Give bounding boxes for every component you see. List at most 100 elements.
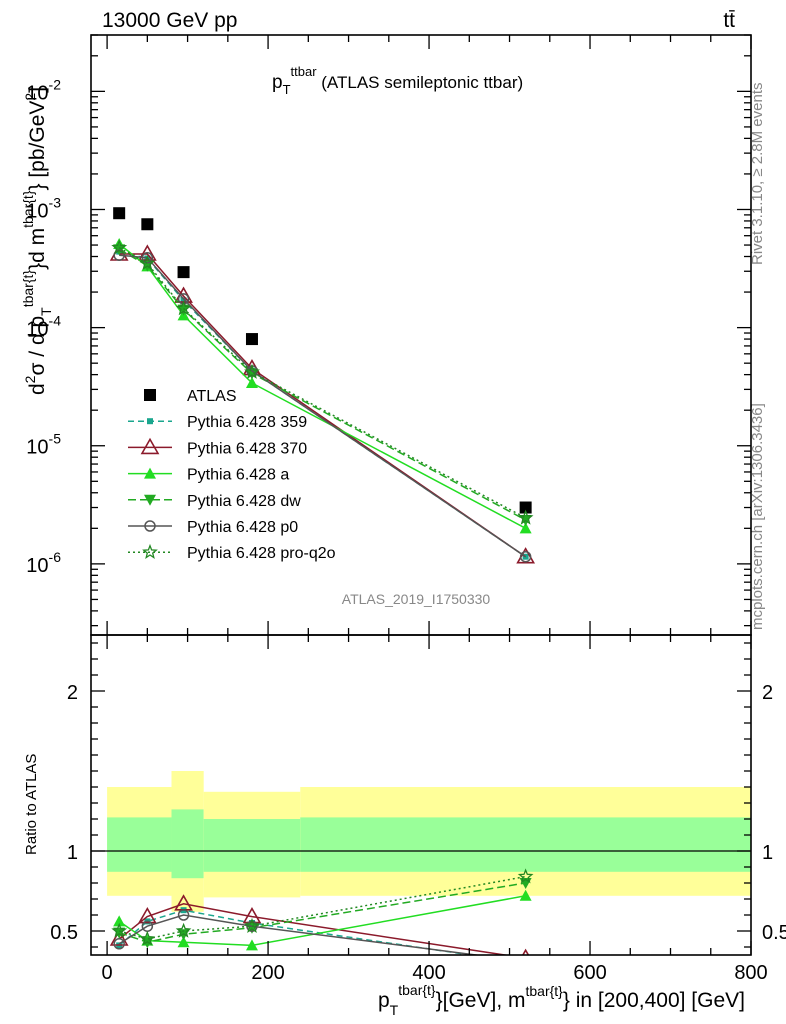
ratio-point-series-3-0 [113, 915, 126, 927]
legend-label-0: ATLAS [187, 388, 237, 405]
main-axes: 10-6 10-5 10-4 10-3 10-2 [26, 34, 752, 635]
ratio-y-tick-label-right-2: 2 [762, 682, 773, 704]
ratio-point-series-6-2 [175, 922, 192, 938]
legend-label-3: Pythia 6.428 a [187, 467, 289, 484]
legend-label-1: Pythia 6.428 359 [187, 414, 307, 431]
main-point-series-0-0 [113, 207, 126, 220]
main-point-series-2-4 [516, 547, 536, 564]
legend-item-1: Pythia 6.428 359 [128, 414, 307, 431]
legend-marker-0 [144, 389, 156, 401]
ratio-point-series-3-4 [519, 889, 532, 901]
legend-marker-4 [144, 494, 156, 506]
main-point-series-6-0 [111, 239, 128, 255]
ratio-band-green-3 [300, 817, 751, 872]
ratio-y-tick-label-left-0: 0.5 [50, 922, 78, 944]
x-tick-label-2: 400 [412, 962, 445, 984]
rivet-label: Rivet 3.1.10, ≥ 2.8M events [749, 83, 766, 266]
legend-marker-2 [140, 437, 160, 455]
ratio-band-green-0 [107, 817, 172, 872]
ratio-y-tick-label-left-2: 2 [67, 682, 78, 704]
legend-marker-6 [142, 543, 158, 559]
x-tick-label-1: 200 [251, 962, 284, 984]
main-line-series-6 [118, 247, 526, 519]
ratio-point-series-5-4 [521, 956, 531, 966]
legend-item-3: Pythia 6.428 a [128, 467, 289, 484]
analysis-id: ATLAS_2019_I1750330 [342, 591, 491, 607]
plot-title: pTttbar (ATLAS semileptonic ttbar) [272, 64, 523, 97]
process-label: tt̄ [723, 9, 735, 32]
main-point-series-1-4 [522, 553, 529, 560]
ratio-axes: 0.5 0.5 1 1 2 2 0 200 400 600 800 [50, 635, 786, 984]
mcplots-label: mcplots.cern.ch [arXiv:1306.3436] [749, 403, 766, 630]
legend: ATLAS Pythia 6.428 359 Pythia 6.428 370 Pyt… [128, 388, 336, 562]
main-y-tick-label-2: 10-4 [26, 313, 61, 341]
main-y-tick-label-1: 10-5 [26, 431, 61, 459]
x-tick-label-4: 800 [734, 962, 767, 984]
energy-label: 13000 GeV pp [102, 9, 237, 32]
legend-item-2: Pythia 6.428 370 [128, 437, 307, 457]
ratio-y-tick-label-right-1: 1 [762, 842, 773, 864]
main-line-series-4 [118, 248, 526, 521]
legend-marker-5 [144, 520, 156, 532]
ratio-point-series-5-2 [177, 909, 190, 921]
legend-item-4: Pythia 6.428 dw [128, 493, 301, 510]
main-point-series-0-4 [519, 501, 532, 514]
legend-marker-1 [147, 418, 153, 425]
ratio-line-series-6 [118, 875, 526, 940]
main-y-tick-label-4: 10-2 [26, 76, 61, 104]
legend-label-6: Pythia 6.428 pro-q2o [187, 545, 336, 562]
main-point-series-5-4 [519, 550, 532, 563]
main-point-series-6-1 [139, 255, 156, 271]
legend-label-5: Pythia 6.428 p0 [187, 519, 298, 536]
x-tick-label-3: 600 [573, 962, 606, 984]
ratio-line-series-2 [118, 903, 510, 955]
ratio-series-group [109, 868, 534, 966]
legend-item-0: ATLAS [144, 388, 237, 405]
main-line-series-3 [118, 243, 526, 529]
main-point-series-6-3 [244, 363, 260, 379]
ratio-point-series-2-0 [109, 929, 129, 946]
main-line-series-2 [119, 253, 527, 558]
main-y-axis-label: d2σ / d pTtbar{t}}d mtbar{t}} [pb/GeV2] [20, 87, 54, 395]
legend-label-4: Pythia 6.428 dw [187, 493, 301, 510]
ratio-point-series-6-4 [517, 868, 534, 884]
ratio-line-series-5 [118, 914, 482, 955]
main-point-series-0-1 [141, 218, 154, 231]
ratio-point-series-1-4 [523, 960, 529, 966]
main-point-series-1-2 [180, 297, 187, 304]
ratio-band-green-1 [171, 809, 204, 879]
main-point-series-4-3 [245, 368, 258, 380]
ratio-y-tick-label-left-1: 1 [67, 842, 78, 864]
main-series-group [109, 207, 536, 564]
ratio-point-series-3-2 [177, 936, 190, 948]
main-line-series-1 [119, 250, 527, 558]
ratio-point-series-2-1 [137, 906, 157, 924]
main-point-series-3-3 [245, 376, 258, 388]
ratio-point-series-6-0 [111, 922, 128, 938]
x-tick-label-0: 0 [102, 962, 113, 984]
legend-item-5: Pythia 6.428 p0 [128, 519, 298, 536]
main-point-series-6-4 [517, 509, 534, 525]
ratio-point-series-3-3 [245, 939, 258, 951]
ratio-frame [90, 634, 752, 956]
main-point-series-4-2 [177, 304, 190, 316]
main-y-tick-label-3: 10-3 [26, 194, 61, 222]
main-point-series-6-2 [175, 300, 192, 316]
ratio-y-axis-label: Ratio to ATLAS [23, 754, 40, 855]
ratio-point-series-6-3 [244, 917, 260, 933]
main-point-series-0-2 [177, 266, 190, 279]
ratio-point-series-2-3 [242, 906, 262, 924]
ratio-point-series-5-0 [113, 938, 125, 950]
main-y-tick-label-0: 10-6 [26, 549, 61, 577]
main-point-series-2-1 [137, 244, 157, 261]
legend-item-6: Pythia 6.428 pro-q2o [128, 543, 336, 562]
main-line-series-5 [119, 254, 527, 558]
ratio-band-green-2 [203, 819, 301, 872]
legend-label-2: Pythia 6.428 370 [187, 440, 307, 457]
main-point-series-0-3 [245, 333, 258, 346]
ratio-y-tick-label-right-0: 0.5 [762, 922, 786, 944]
ratio-point-series-2-4 [521, 948, 530, 955]
ratio-bands [91, 771, 751, 912]
legend-marker-3 [144, 467, 156, 479]
